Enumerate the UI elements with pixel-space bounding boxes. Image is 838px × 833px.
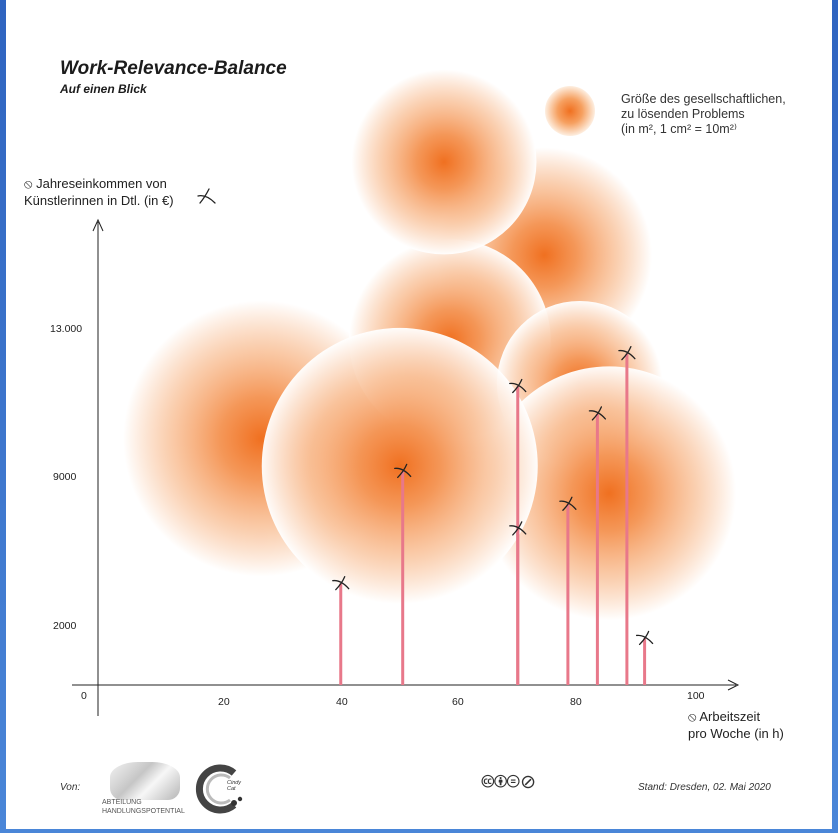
- abteilung-logo-line-1: ABTEILUNG: [102, 799, 142, 806]
- chart-subtitle: Auf einen Blick: [60, 82, 147, 96]
- cindy-cat-line-1: Cindy: [227, 780, 242, 786]
- y-axis-arrow: [92, 218, 104, 232]
- y-tick-label: 9000: [53, 471, 77, 483]
- legend-line-2: zu lösenden Problems: [621, 107, 745, 121]
- abteilung-logo: [110, 762, 180, 800]
- bubble: [261, 327, 538, 604]
- y-label-marker-icon: [197, 188, 216, 204]
- data-point-marker: [332, 576, 350, 591]
- y-axis-label-line-2: Künstlerinnen in Dtl. (in €): [24, 193, 174, 208]
- cindy-cat-logo: [195, 764, 243, 814]
- data-point-marker: [618, 345, 636, 361]
- abteilung-logo-text: ABTEILUNG HANDLUNGSPOTENTIAL: [102, 798, 185, 816]
- data-point-marker: [509, 521, 527, 536]
- infographic-page: Work-Relevance-Balance Auf einen Blick G…: [6, 0, 832, 829]
- marker-layer: [197, 188, 654, 646]
- creative-commons-icons: 🅭🅯⊜⊘: [482, 772, 537, 793]
- data-point-marker: [635, 630, 654, 646]
- x-axis-arrow: [727, 679, 740, 691]
- bubble: [482, 366, 737, 621]
- bubble: [351, 69, 537, 255]
- bubble-layer: [123, 69, 737, 621]
- legend-line-1: Größe des gesellschaftlichen,: [621, 92, 786, 106]
- x-tick-label: 20: [218, 696, 230, 708]
- cindy-cat-logo-text: Cindy Cat: [227, 780, 241, 792]
- abteilung-logo-line-2: HANDLUNGSPOTENTIAL: [102, 808, 185, 815]
- x-tick-label: 60: [452, 696, 464, 708]
- data-point-marker: [559, 496, 577, 511]
- legend-bubble-swatch: [545, 86, 595, 136]
- x-tick-label: 0: [81, 690, 87, 702]
- y-axis-label: ⦸ Jahreseinkommen von Künstlerinnen in D…: [24, 175, 174, 209]
- chart-title: Work-Relevance-Balance: [60, 58, 287, 79]
- chart-plot: [72, 69, 740, 716]
- legend-text: Größe des gesellschaftlichen, zu lösende…: [621, 92, 786, 137]
- data-point-marker: [394, 463, 412, 479]
- x-tick-label: 100: [687, 690, 705, 702]
- cindy-cat-line-2: Cat: [227, 786, 236, 792]
- x-axis-label: ⦸ Arbeitszeit pro Woche (in h): [688, 708, 784, 742]
- x-tick-label: 80: [570, 696, 582, 708]
- footer-stand: Stand: Dresden, 02. Mai 2020: [638, 782, 771, 793]
- x-tick-label: 40: [336, 696, 348, 708]
- data-point-marker: [509, 378, 527, 394]
- footer-von: Von:: [60, 782, 81, 793]
- legend-unit-line: (in m², 1 cm² = 10m²⁾: [621, 122, 737, 136]
- y-tick-label: 2000: [53, 620, 77, 632]
- stem-layer: [339, 353, 647, 685]
- x-axis-label-line-1: ⦸ Arbeitszeit: [688, 709, 761, 724]
- x-axis-label-line-2: pro Woche (in h): [688, 726, 784, 741]
- data-point-marker: [588, 406, 607, 421]
- y-axis-label-line-1: ⦸ Jahreseinkommen von: [24, 176, 167, 191]
- y-tick-label: 13.000: [50, 323, 83, 335]
